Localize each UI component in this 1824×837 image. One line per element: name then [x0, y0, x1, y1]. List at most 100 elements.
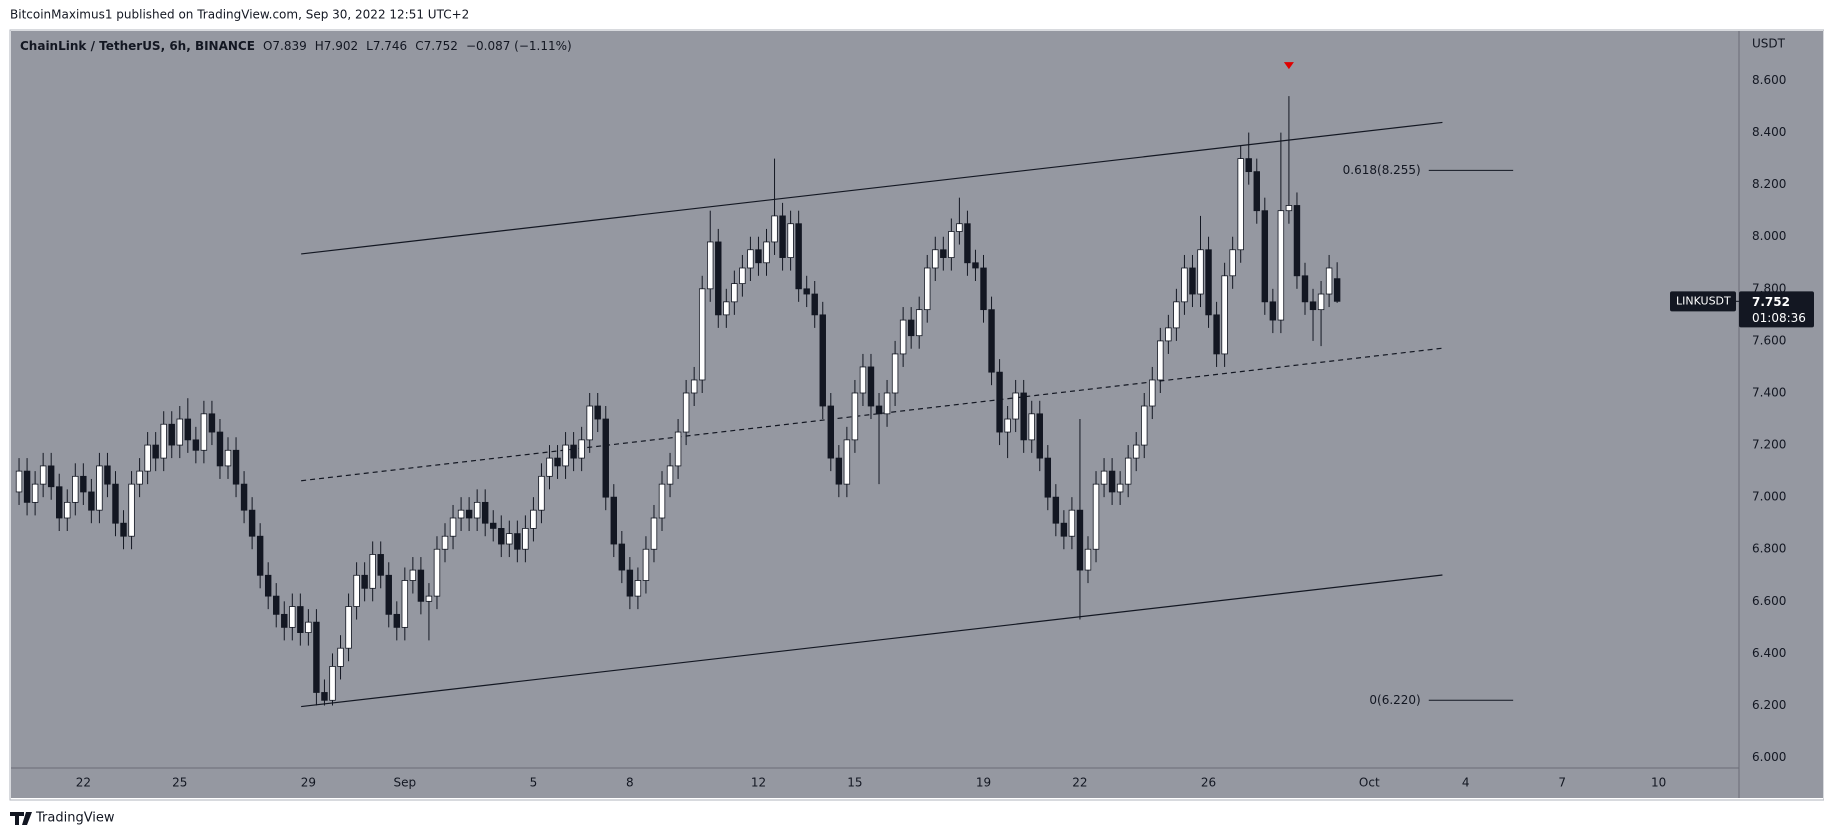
x-tick-label: 4 [1462, 776, 1470, 790]
candle-body [610, 496, 618, 545]
plot-background [11, 31, 1739, 768]
x-tick-label: 25 [172, 776, 187, 790]
candle-body [449, 517, 457, 537]
candle-body [988, 309, 995, 373]
candle-body [1301, 275, 1309, 303]
price-tag [1739, 291, 1814, 328]
candle-body [305, 621, 312, 633]
candle-body [401, 580, 409, 628]
candle-body [1076, 509, 1084, 571]
candle-body [1325, 267, 1333, 295]
symbol-tag-label: LINKUSDT [1676, 294, 1731, 307]
candle-body [899, 319, 907, 355]
candle-body [1237, 158, 1244, 251]
candle-body [1092, 483, 1100, 550]
x-tick-label: 26 [1201, 776, 1216, 790]
candle-body [232, 449, 240, 485]
candle-body [755, 249, 762, 264]
y-tick-label: 8.200 [1752, 177, 1786, 191]
candle-body [602, 418, 609, 498]
candle-body [723, 301, 730, 316]
candle-body [570, 444, 577, 459]
price-tag-label: 7.752 [1752, 295, 1790, 309]
x-tick-label: 5 [530, 776, 538, 790]
candle-body [803, 288, 810, 295]
candle-body [787, 223, 794, 258]
price-axis-background [1739, 31, 1823, 798]
candle-body [1028, 413, 1035, 441]
candle-body [1293, 205, 1301, 277]
candle-body [618, 543, 626, 571]
candle-body [522, 528, 529, 550]
candle-body [538, 475, 545, 511]
y-tick-label: 7.200 [1752, 438, 1786, 452]
candle-body [867, 366, 875, 407]
candle-body [88, 491, 95, 511]
candle-body [1181, 267, 1188, 303]
x-tick-label: 29 [301, 776, 316, 790]
x-tick-label: 12 [751, 776, 766, 790]
candle-body [473, 501, 481, 519]
candle-body [980, 267, 987, 311]
candle-body [1100, 470, 1108, 485]
candle-body [337, 647, 344, 667]
candle-body [1036, 413, 1043, 459]
candle-body [457, 509, 465, 519]
candle-body [1004, 418, 1011, 433]
candle-body [915, 309, 923, 337]
candle-body [1213, 314, 1220, 355]
candle-body [1165, 327, 1172, 342]
candle-body [843, 439, 851, 485]
candle-body [1317, 293, 1325, 311]
candle-body [15, 470, 23, 493]
candle-body [353, 574, 360, 607]
legend-key: O [263, 39, 272, 53]
candle-body [417, 569, 425, 602]
candle-body [1221, 275, 1228, 355]
legend-value: 7.752 [424, 39, 458, 53]
candle-body [578, 439, 585, 459]
legend-key: L [366, 39, 373, 53]
candle-body [698, 288, 706, 381]
candle-body [297, 606, 304, 633]
candle-body [1141, 405, 1148, 446]
fib-label: 0.618(8.255) [1343, 163, 1421, 177]
candle-body [674, 431, 682, 467]
y-tick-label: 6.200 [1752, 698, 1786, 712]
candle-body [208, 413, 216, 433]
candle-body [152, 444, 159, 459]
candle-body [56, 486, 63, 519]
candle-body [1060, 522, 1068, 537]
candle-body [1277, 210, 1285, 321]
candle-body [1189, 267, 1196, 295]
candle-body [1245, 158, 1252, 173]
y-tick-label: 7.400 [1752, 385, 1786, 399]
candle-body [96, 465, 103, 511]
channel-line [301, 574, 1443, 708]
x-tick-label: 10 [1651, 776, 1666, 790]
candle-body [256, 535, 264, 576]
candle-body [731, 283, 738, 303]
candle-body [835, 457, 843, 485]
candle-body [361, 574, 368, 589]
candle-body [160, 423, 167, 459]
candle-body [176, 418, 183, 446]
candle-body [128, 483, 135, 537]
y-tick-label: 6.800 [1752, 542, 1786, 556]
candle-body [80, 475, 87, 493]
candle-body [907, 319, 915, 337]
candle-body [1261, 210, 1269, 303]
candle-body [932, 249, 939, 269]
candle-body [1068, 509, 1076, 537]
candle-body [1044, 457, 1052, 498]
symbol-tag [1670, 291, 1736, 312]
candle-body [940, 249, 947, 258]
candle-body [1052, 496, 1060, 524]
candle-body [690, 379, 698, 394]
footer-logo: TradingView [35, 811, 115, 826]
y-tick-label: 8.600 [1752, 73, 1786, 87]
candle-body [329, 666, 336, 701]
time-axis-background [11, 768, 1739, 798]
candle-body [490, 522, 497, 529]
candle-body [956, 223, 963, 232]
